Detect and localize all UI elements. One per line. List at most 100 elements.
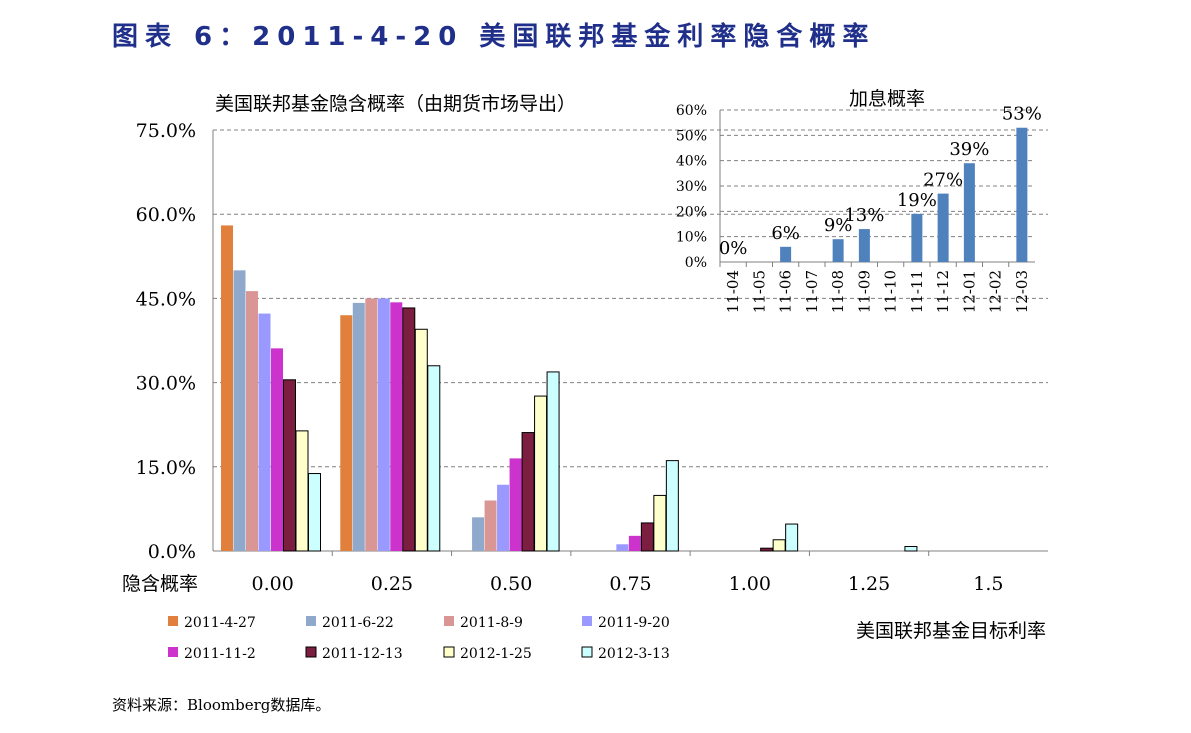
main-x-tick-label: 1.5 — [973, 573, 1003, 595]
main-bar — [640, 522, 654, 552]
main-bar — [665, 460, 679, 552]
main-y-tick-label: 15.0% — [136, 457, 196, 479]
inset-bar — [832, 239, 844, 262]
inset-x-tick-label: 11-08 — [829, 270, 847, 313]
inset-data-label: 0% — [719, 238, 748, 259]
main-bar — [472, 517, 485, 551]
inset-y-tick-label: 60% — [676, 103, 707, 119]
main-y-tick-labels: 0.0% 15.0% 30.0% 45.0% 60.0% 75.0% — [136, 120, 196, 563]
inset-x-tick-label: 11-04 — [724, 270, 742, 313]
inset-y-tick-labels: 0% 10% 20% 30% 40% 50% 60% — [676, 103, 707, 271]
main-y-tick-label: 30.0% — [136, 373, 196, 395]
main-x-tick-label: 1.25 — [848, 573, 890, 595]
inset-x-tick-label: 12-03 — [1013, 270, 1031, 313]
inset-x-tick-label: 11-12 — [934, 270, 952, 313]
legend-swatch — [443, 646, 455, 658]
main-bar — [271, 348, 283, 551]
inset-bar — [963, 163, 975, 262]
main-bar — [308, 473, 321, 552]
main-bar — [402, 307, 416, 552]
inset-bar — [858, 229, 870, 262]
main-x-tick-label: 0.00 — [251, 573, 293, 595]
inset-bars — [780, 127, 1028, 262]
main-bar — [233, 270, 246, 551]
main-bar — [785, 523, 799, 552]
inset-y-tick-label: 20% — [676, 204, 707, 220]
source-note: 资料来源：Bloomberg数据库。 — [112, 696, 331, 714]
main-bar — [616, 544, 629, 551]
inset-data-label: 53% — [1002, 104, 1042, 125]
inset-bar — [780, 246, 792, 262]
main-bar — [534, 395, 548, 552]
legend-label: 2011-11-2 — [184, 646, 256, 662]
legend-label: 2011-12-13 — [322, 646, 403, 662]
legend-label: 2011-8-9 — [460, 615, 523, 631]
legend-swatch — [168, 647, 178, 657]
legend-label: 2011-9-20 — [598, 615, 670, 631]
inset-data-label: 39% — [949, 139, 989, 160]
inset-data-labels: 0% 6% 9%13% 19%27% 39% 53% — [719, 104, 1042, 259]
inset-data-label: 19% — [897, 190, 937, 211]
main-bar — [352, 302, 365, 551]
main-bar — [760, 547, 774, 552]
main-bar — [258, 313, 271, 551]
inset-data-label: 9% — [824, 215, 853, 236]
main-x-tick-label: 0.25 — [371, 573, 413, 595]
legend: 2011-4-27 2011-6-22 2011-8-9 2011-9-20 2011-… — [168, 615, 670, 662]
main-y-tick-label: 0.0% — [148, 541, 196, 563]
main-bars — [221, 225, 918, 552]
inset-x-tick-label: 11-10 — [882, 270, 900, 313]
inset-data-label: 13% — [844, 205, 884, 226]
inset-y-tick-label: 50% — [676, 128, 707, 144]
inset-x-tick-label: 11-11 — [908, 270, 926, 313]
main-bar — [283, 379, 296, 552]
inset-data-label: 6% — [771, 223, 800, 244]
inset-x-tick-label: 11-06 — [777, 270, 795, 313]
main-bar — [414, 328, 428, 552]
figure-title: 图表 6：2011-4-20 美国联邦基金利率隐含概率 — [112, 22, 876, 52]
inset-bar — [1016, 127, 1028, 262]
main-bar — [246, 291, 258, 551]
inset-x-tick-label: 12-02 — [987, 270, 1005, 313]
main-bar — [904, 546, 918, 552]
inset-x-tick-labels: 11-04 11-05 11-06 11-07 11-08 11-09 11-10 11-11… — [724, 270, 1031, 313]
inset-y-tick-label: 10% — [676, 230, 707, 246]
inset-x-tick-label: 11-05 — [750, 270, 768, 313]
inset-gridlines — [719, 109, 1035, 267]
main-bar — [497, 484, 510, 551]
main-bar — [365, 298, 378, 551]
main-y-tick-label: 45.0% — [136, 288, 196, 310]
main-bar — [484, 500, 497, 551]
legend-label: 2011-6-22 — [322, 615, 394, 631]
inset-data-label: 27% — [923, 170, 963, 191]
legend-swatch — [168, 616, 178, 626]
main-bar — [427, 365, 441, 552]
main-bar — [221, 225, 233, 551]
main-bar-chart: 美国联邦基金隐含概率（由期货市场导出） 0.0% 15.0% 30.0% 45.0% 6… — [122, 93, 1048, 662]
legend-swatch — [582, 616, 592, 626]
legend-label: 2012-1-25 — [460, 646, 532, 662]
main-x-tick-label: 0.50 — [490, 573, 532, 595]
legend-swatch — [306, 616, 316, 626]
main-bar — [772, 539, 786, 552]
main-bar — [390, 302, 403, 551]
main-bar — [653, 494, 667, 552]
main-bar — [509, 458, 522, 551]
x-axis-title: 美国联邦基金目标利率 — [856, 620, 1046, 642]
inset-bar — [911, 213, 923, 262]
inset-x-tick-label: 12-01 — [960, 270, 978, 313]
main-bar — [521, 432, 535, 552]
main-bar — [377, 298, 390, 551]
main-x-tick-label: 1.00 — [729, 573, 771, 595]
inset-y-tick-label: 0% — [685, 255, 707, 271]
main-bar — [546, 371, 560, 552]
x-axis-prefix-label: 隐含概率 — [122, 573, 198, 595]
main-bar — [295, 430, 309, 552]
legend-label: 2011-4-27 — [184, 615, 256, 631]
main-bar — [340, 315, 353, 551]
inset-y-tick-label: 40% — [676, 154, 707, 170]
inset-bar-chart: 加息概率 0% 10% 20% 30% 40% 50% 60% 0% 6% 9%13% 19%27… — [676, 88, 1042, 313]
main-chart-title: 美国联邦基金隐含概率（由期货市场导出） — [215, 93, 576, 115]
legend-swatch — [581, 646, 593, 658]
